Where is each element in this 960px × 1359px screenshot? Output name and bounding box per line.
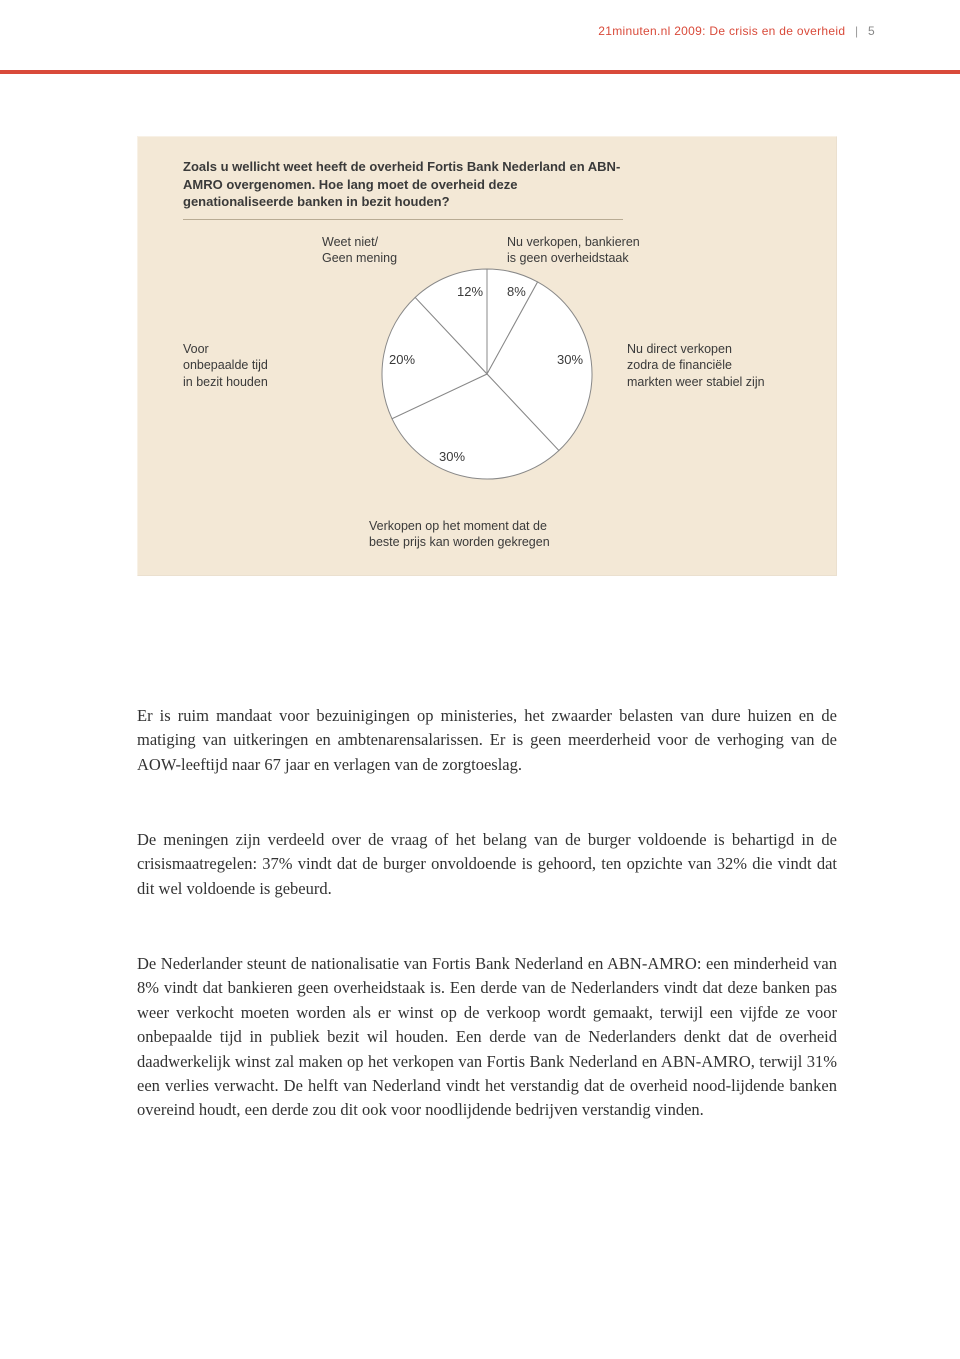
pct-12: 12% (457, 284, 483, 299)
source-text: 21minuten.nl 2009: De crisis en de overh… (598, 24, 845, 38)
label-line: is geen overheidstaak (507, 251, 629, 265)
label-line: Voor (183, 342, 209, 356)
pct-30a: 30% (557, 352, 583, 367)
label-line: Verkopen op het moment dat de (369, 519, 547, 533)
label-line: onbepaalde tijd (183, 358, 268, 372)
page-header: 21minuten.nl 2009: De crisis en de overh… (598, 24, 875, 38)
label-line: Weet niet/ (322, 235, 378, 249)
pct-8: 8% (507, 284, 526, 299)
pct-20: 20% (389, 352, 415, 367)
label-nu-direct: Nu direct verkopen zodra de financiële m… (627, 341, 765, 390)
body-paragraph-3: De Nederlander steunt de nationalisatie … (137, 952, 837, 1123)
chart-container: Zoals u wellicht weet heeft de overheid … (137, 136, 837, 576)
label-voor: Voor onbepaalde tijd in bezit houden (183, 341, 283, 390)
label-line: Geen mening (322, 251, 397, 265)
label-line: markten weer stabiel zijn (627, 375, 765, 389)
body-paragraph-1: Er is ruim mandaat voor bezuinigingen op… (137, 704, 837, 777)
label-line: Nu direct verkopen (627, 342, 732, 356)
page-number: 5 (868, 24, 875, 38)
label-line: Nu verkopen, bankieren (507, 235, 640, 249)
pct-30b: 30% (439, 449, 465, 464)
label-nu-verkopen: Nu verkopen, bankieren is geen overheids… (507, 234, 640, 267)
label-line: zodra de financiële (627, 358, 732, 372)
pie-chart (369, 256, 605, 492)
label-verkopen-moment: Verkopen op het moment dat de beste prij… (369, 518, 550, 551)
separator: | (855, 24, 858, 38)
label-line: beste prijs kan worden gekregen (369, 535, 550, 549)
red-divider (0, 70, 960, 74)
label-line: in bezit houden (183, 375, 268, 389)
label-weet-niet: Weet niet/ Geen mening (322, 234, 397, 267)
body-paragraph-2: De meningen zijn verdeeld over de vraag … (137, 828, 837, 901)
chart-title: Zoals u wellicht weet heeft de overheid … (183, 158, 623, 220)
